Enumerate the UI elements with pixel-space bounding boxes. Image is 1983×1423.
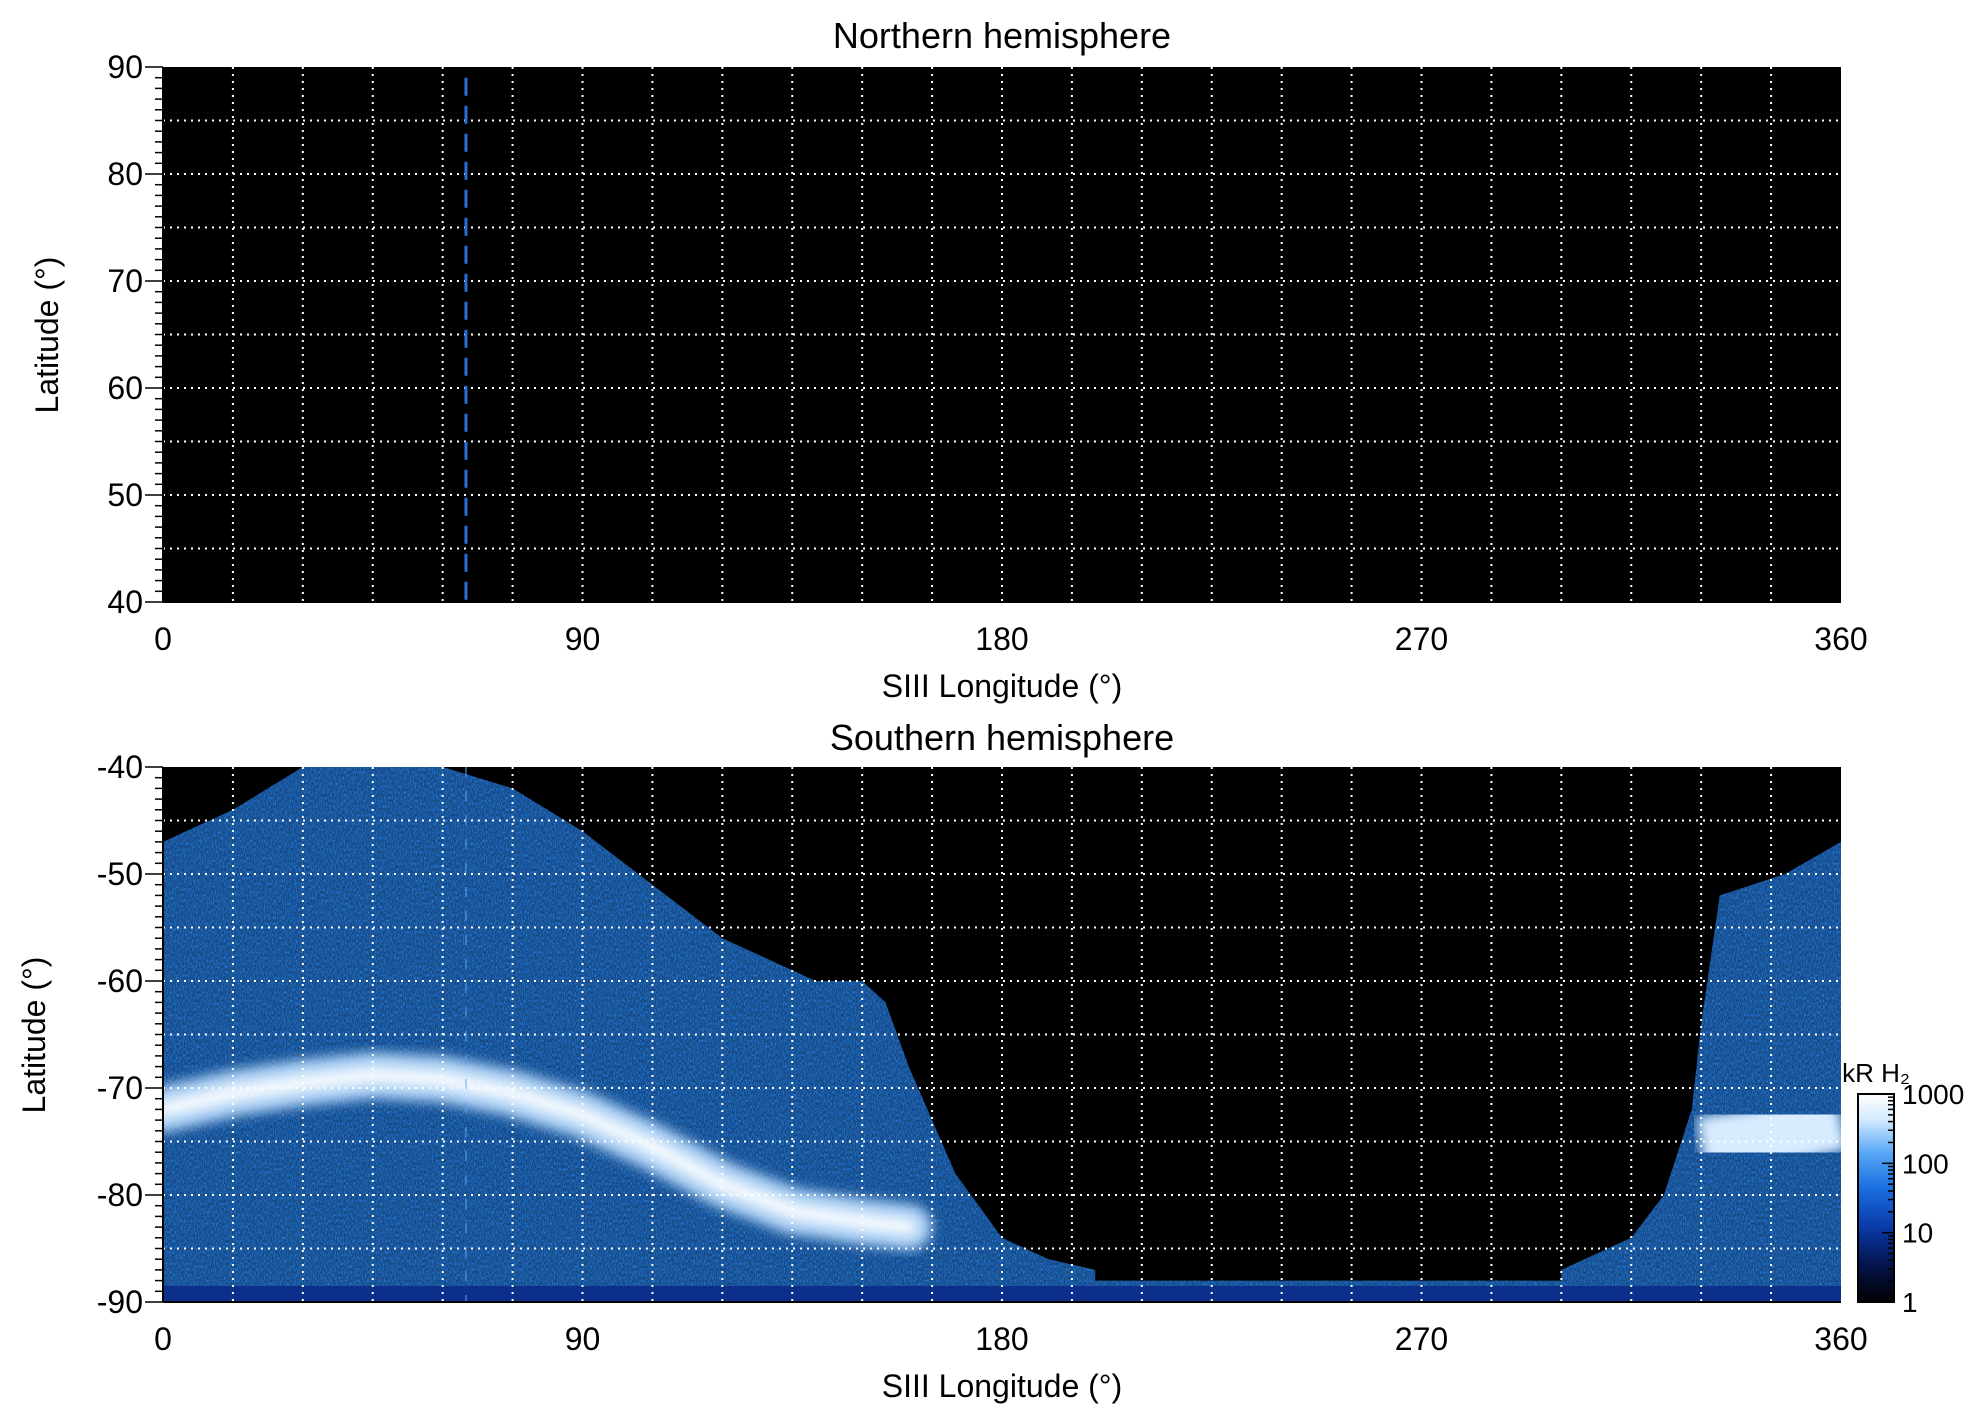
x-tick-label: 0 xyxy=(154,1321,172,1357)
x-tick-label: 270 xyxy=(1395,1321,1448,1357)
y-tick-label: 50 xyxy=(107,477,143,513)
southern-x-ticks: 0 90 180 270 360 xyxy=(154,1301,1868,1357)
y-tick-label: -40 xyxy=(97,749,143,785)
colorbar-ticks: 1 10 100 1000 xyxy=(1882,1079,1964,1318)
y-tick-label: -90 xyxy=(97,1284,143,1320)
colorbar-tick-label: 100 xyxy=(1902,1148,1949,1179)
x-tick-label: 90 xyxy=(565,621,601,657)
y-tick-label: -50 xyxy=(97,856,143,892)
y-tick-label: -60 xyxy=(97,963,143,999)
y-tick-label: -70 xyxy=(97,1070,143,1106)
southern-y-ticks: -40 -50 -60 -70 -80 -90 xyxy=(97,749,164,1320)
colorbar-gradient-bar xyxy=(1857,1093,1895,1303)
northern-y-axis-label: Latitude (°) xyxy=(29,257,65,414)
x-tick-label: 360 xyxy=(1814,1321,1867,1357)
colorbar-tick-label: 10 xyxy=(1902,1218,1933,1249)
x-tick-label: 270 xyxy=(1395,621,1448,657)
x-tick-label: 180 xyxy=(975,1321,1028,1357)
y-tick-label: 90 xyxy=(107,49,143,85)
northern-x-axis-label: SIII Longitude (°) xyxy=(882,668,1122,704)
southern-main-oval-right xyxy=(1696,1090,1841,1177)
southern-x-axis-label: SIII Longitude (°) xyxy=(882,1368,1122,1404)
northern-title: Northern hemisphere xyxy=(833,15,1171,56)
x-tick-label: 90 xyxy=(565,1321,601,1357)
x-tick-label: 180 xyxy=(975,621,1028,657)
southern-main-oval-core xyxy=(163,1068,916,1235)
northern-x-ticks: 0 90 180 270 360 xyxy=(154,601,1868,657)
colorbar-tick-label: 1000 xyxy=(1902,1079,1964,1110)
southern-grid xyxy=(163,767,1841,1302)
southern-panel: Southern hemisphere -40 -50 -60 -70 -80 -90 0… xyxy=(16,717,1964,1404)
y-tick-label: 60 xyxy=(107,370,143,406)
y-tick-label: 40 xyxy=(107,584,143,620)
y-tick-label: 80 xyxy=(107,156,143,192)
southern-y-axis-label: Latitude (°) xyxy=(16,957,52,1114)
y-tick-label: -80 xyxy=(97,1177,143,1213)
x-tick-label: 0 xyxy=(154,621,172,657)
colorbar-title: kR H₂ xyxy=(1842,1058,1910,1088)
northern-panel: Northern hemisphere 40 50 60 70 80 90 0 90 180 2… xyxy=(29,15,1868,704)
northern-grid xyxy=(163,67,1841,602)
x-tick-label: 360 xyxy=(1814,621,1867,657)
southern-title: Southern hemisphere xyxy=(830,717,1174,758)
northern-y-ticks: 40 50 60 70 80 90 xyxy=(107,49,164,620)
colorbar-tick-label: 1 xyxy=(1902,1287,1918,1318)
y-tick-label: 70 xyxy=(107,263,143,299)
colorbar: kR H₂ 1 10 100 1000 xyxy=(1842,1058,1964,1318)
